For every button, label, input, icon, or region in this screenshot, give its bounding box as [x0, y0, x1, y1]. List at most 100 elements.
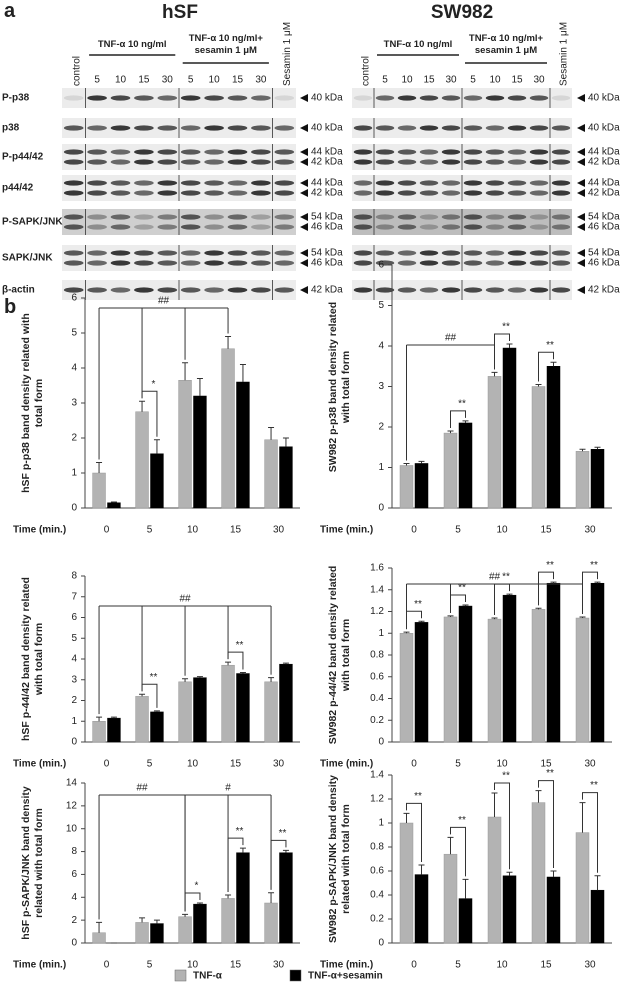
bar: [279, 663, 293, 743]
blot-band: [375, 149, 395, 155]
y-tick-label: 0: [71, 938, 77, 949]
bar: [178, 681, 192, 743]
error-bar: [550, 581, 557, 584]
blot-band: [180, 250, 201, 256]
kda-label: 44 kDa: [311, 178, 343, 189]
blot-band: [87, 190, 107, 196]
bar: [487, 816, 502, 944]
blot-band: [397, 250, 417, 256]
blot-band: [251, 190, 271, 196]
blot-band: [180, 214, 201, 220]
kda-arrow: [577, 124, 585, 132]
blot-band: [529, 125, 549, 131]
blot-band: [507, 190, 527, 196]
y-tick-label: 8: [71, 846, 77, 857]
significance-label: **: [590, 560, 598, 571]
y-tick-label: 0.2: [370, 914, 384, 925]
y-tick-label: 6: [71, 612, 77, 623]
blot-band: [397, 125, 417, 131]
bar: [575, 451, 590, 509]
y-tick-label: 2: [378, 422, 384, 433]
kda-label: 44 kDa: [588, 147, 620, 158]
blot-band: [87, 149, 107, 155]
y-tick-label: 0.6: [370, 671, 384, 682]
row-label: β-actin: [2, 285, 35, 296]
row-label: P-p44/42: [2, 152, 44, 163]
y-tick-label: 5: [71, 633, 77, 644]
blot-band: [251, 224, 271, 230]
error-bar: [139, 400, 146, 412]
error-bar: [462, 420, 469, 423]
blot-band: [63, 287, 84, 293]
kda-label: 40 kDa: [588, 123, 620, 134]
blot-band: [353, 159, 373, 165]
lane-time: 10: [209, 75, 221, 86]
kda-label: 42 kDa: [588, 285, 620, 296]
blot-band: [485, 214, 505, 220]
significance-bracket: [538, 571, 554, 606]
blot-band: [529, 149, 549, 155]
blot-band: [551, 159, 571, 165]
significance-label: **: [546, 340, 554, 351]
y-tick-label: 0.4: [370, 693, 384, 704]
blot-band: [87, 287, 107, 293]
significance-label: ##: [136, 783, 148, 794]
blot-band: [251, 180, 271, 186]
blot-band: [227, 190, 248, 196]
kda-label: 46 kDa: [311, 222, 343, 233]
blot-band: [397, 159, 417, 165]
blot-band: [87, 180, 107, 186]
lane-time: 10: [401, 75, 413, 86]
bar: [399, 822, 414, 944]
bar: [590, 449, 605, 509]
y-axis-title: hSF p-44/42 band density related with to…: [20, 577, 45, 741]
blot-band: [353, 250, 373, 256]
blot-band: [251, 250, 271, 256]
blot-band: [251, 287, 271, 293]
blot-band: [419, 95, 439, 101]
blot-band: [441, 260, 461, 266]
bar: [264, 681, 278, 743]
bar: [531, 609, 546, 743]
blot-band: [419, 180, 439, 186]
error-bar: [447, 430, 454, 434]
blot-band: [87, 260, 107, 266]
error-bar: [96, 716, 103, 722]
y-tick-label: 6: [378, 260, 384, 271]
bar: [135, 922, 149, 944]
kda-label: 42 kDa: [588, 188, 620, 199]
significance-bracket: [494, 583, 510, 616]
blot-band: [110, 287, 131, 293]
lane-label: control: [71, 56, 82, 86]
blot-band: [397, 95, 417, 101]
blot-band: [87, 125, 107, 131]
lane-label: control: [361, 56, 372, 86]
error-bar: [110, 501, 117, 503]
lane-time: 15: [138, 75, 150, 86]
blot-band: [157, 95, 178, 101]
significance-label: *: [195, 881, 199, 892]
kda-label: 42 kDa: [311, 157, 343, 168]
panel-label: a: [4, 0, 16, 22]
blot-band: [134, 224, 154, 230]
significance-label: **: [590, 780, 598, 791]
bar: [92, 721, 106, 743]
blot-band: [87, 159, 107, 165]
blot-band: [397, 180, 417, 186]
y-tick-label: 5: [71, 328, 77, 339]
bar: [458, 605, 473, 743]
error-bar: [225, 336, 232, 349]
error-bar: [579, 802, 586, 833]
y-tick-label: 0.8: [370, 650, 384, 661]
error-bar: [239, 671, 246, 674]
bar: [92, 932, 106, 944]
blot-band: [134, 260, 154, 266]
blot-band: [204, 224, 224, 230]
significance-label: **: [458, 399, 466, 410]
x-tick-label: 30: [584, 960, 596, 971]
bar: [546, 582, 561, 743]
blot-band: [375, 95, 395, 101]
y-tick-label: 8: [71, 571, 77, 582]
blot-band: [63, 125, 84, 131]
error-bar: [550, 361, 557, 367]
